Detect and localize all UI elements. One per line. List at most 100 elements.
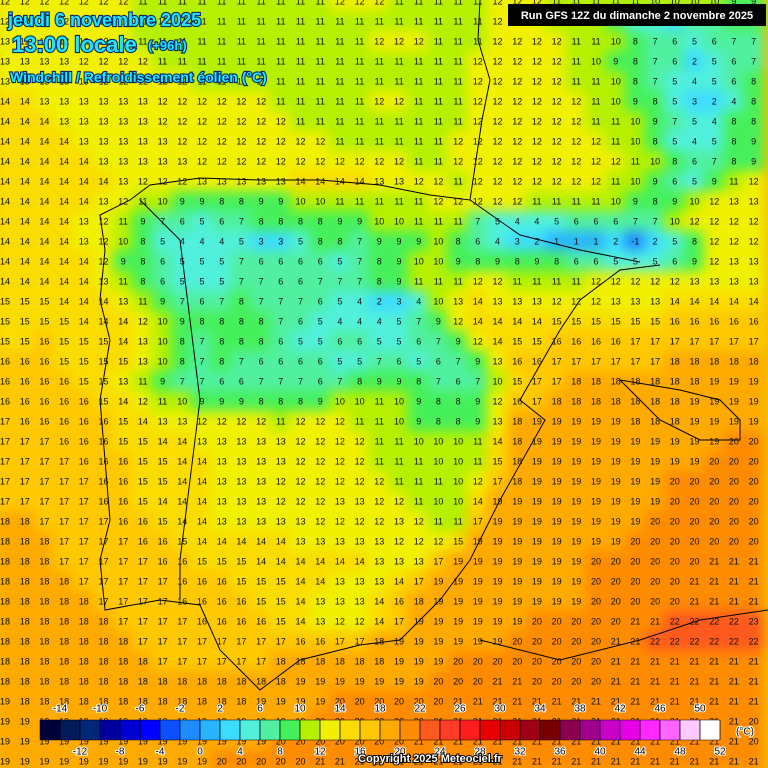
field-cell — [171, 371, 194, 393]
cell-value: 20 — [571, 616, 581, 626]
cell-value: 13 — [20, 56, 30, 66]
cell-value: 12 — [492, 136, 502, 146]
field-cell — [407, 131, 430, 153]
cell-value: 17 — [158, 616, 168, 626]
cell-value: 19 — [0, 716, 10, 726]
cell-value: 21 — [650, 656, 660, 666]
field-cell — [269, 211, 292, 233]
map-date: jeudi 6 novembre 2025 — [7, 10, 201, 30]
cell-value: 11 — [394, 436, 403, 446]
field-cell — [13, 91, 36, 113]
field-cell — [545, 251, 568, 273]
field-cell — [269, 251, 292, 273]
cell-value: 12 — [552, 56, 562, 66]
field-cell — [506, 151, 529, 173]
field-cell — [53, 491, 75, 513]
field-cell — [565, 31, 588, 53]
field-cell — [289, 471, 312, 493]
field-cell — [191, 51, 213, 73]
cell-value: 16 — [138, 536, 148, 546]
field-cell — [624, 51, 647, 73]
field-cell — [526, 51, 548, 73]
cell-value: 17 — [118, 596, 128, 606]
field-cell — [230, 411, 253, 433]
cell-value: 12 — [138, 56, 148, 66]
cell-value: 14 — [39, 176, 49, 186]
cell-value: 19 — [591, 436, 601, 446]
cell-value: 12 — [473, 476, 483, 486]
cell-value: 16 — [118, 476, 128, 486]
cell-value: 19 — [709, 376, 719, 386]
cell-value: 7 — [357, 256, 362, 266]
field-cell — [486, 151, 509, 173]
cell-value: 15 — [98, 336, 108, 346]
field-cell — [427, 11, 450, 33]
field-cell — [151, 71, 174, 93]
cell-value: 14 — [118, 316, 128, 326]
cell-value: 12 — [197, 96, 207, 106]
field-cell — [644, 311, 666, 333]
cell-value: 12 — [749, 176, 759, 186]
field-cell — [604, 131, 627, 153]
field-cell — [644, 131, 666, 153]
field-cell — [368, 451, 391, 473]
field-cell — [191, 171, 213, 193]
field-cell — [368, 191, 391, 213]
field-cell — [723, 151, 745, 173]
cell-value: 21 — [709, 756, 719, 766]
field-cell — [191, 451, 213, 473]
cell-value: 11 — [414, 456, 423, 466]
cell-value: 4 — [731, 96, 736, 106]
field-cell — [13, 211, 36, 233]
cell-value: 12 — [197, 416, 207, 426]
field-cell — [348, 291, 371, 313]
cell-value: 12 — [335, 476, 345, 486]
field-cell — [92, 11, 115, 33]
cell-value: 17 — [98, 556, 108, 566]
field-cell — [683, 311, 706, 333]
field-cell — [289, 211, 312, 233]
field-cell — [565, 431, 588, 453]
cell-value: 12 — [729, 236, 739, 246]
cell-value: 12 — [197, 116, 207, 126]
field-cell — [486, 271, 509, 293]
field-cell — [33, 391, 56, 413]
cell-value: 21 — [729, 596, 739, 606]
cell-value: 10 — [453, 456, 463, 466]
cell-value: 12 — [512, 56, 522, 66]
cell-value: 12 — [177, 136, 187, 146]
cell-value: 16 — [0, 376, 10, 386]
cell-value: 5 — [692, 116, 697, 126]
field-cell — [210, 31, 233, 53]
cell-value: 18 — [39, 636, 49, 646]
field-cell — [53, 131, 75, 153]
legend-swatch — [299, 719, 321, 741]
cell-value: 18 — [118, 676, 128, 686]
cell-value: 16 — [20, 376, 30, 386]
cell-value: 8 — [298, 396, 303, 406]
cell-value: 21 — [709, 596, 719, 606]
cell-value: 22 — [709, 636, 719, 646]
cell-value: 19 — [630, 456, 640, 466]
cell-value: 16 — [39, 376, 49, 386]
field-cell — [703, 311, 726, 333]
cell-value: 19 — [552, 496, 562, 506]
cell-value: 13 — [453, 296, 463, 306]
cell-value: 16 — [591, 336, 601, 346]
field-cell — [210, 431, 233, 453]
field-cell — [427, 271, 450, 293]
field-cell — [624, 131, 647, 153]
field-cell — [644, 51, 666, 73]
cell-value: 18 — [512, 456, 522, 466]
field-cell — [545, 271, 568, 293]
field-cell — [151, 191, 174, 213]
field-cell — [171, 211, 194, 233]
cell-value: 6 — [436, 356, 441, 366]
cell-value: 11 — [473, 456, 482, 466]
cell-value: 11 — [453, 96, 462, 106]
field-cell — [0, 71, 16, 93]
cell-value: 11 — [316, 0, 325, 6]
cell-value: 11 — [394, 136, 403, 146]
cell-value: 11 — [473, 16, 482, 26]
cell-value: 18 — [611, 396, 621, 406]
